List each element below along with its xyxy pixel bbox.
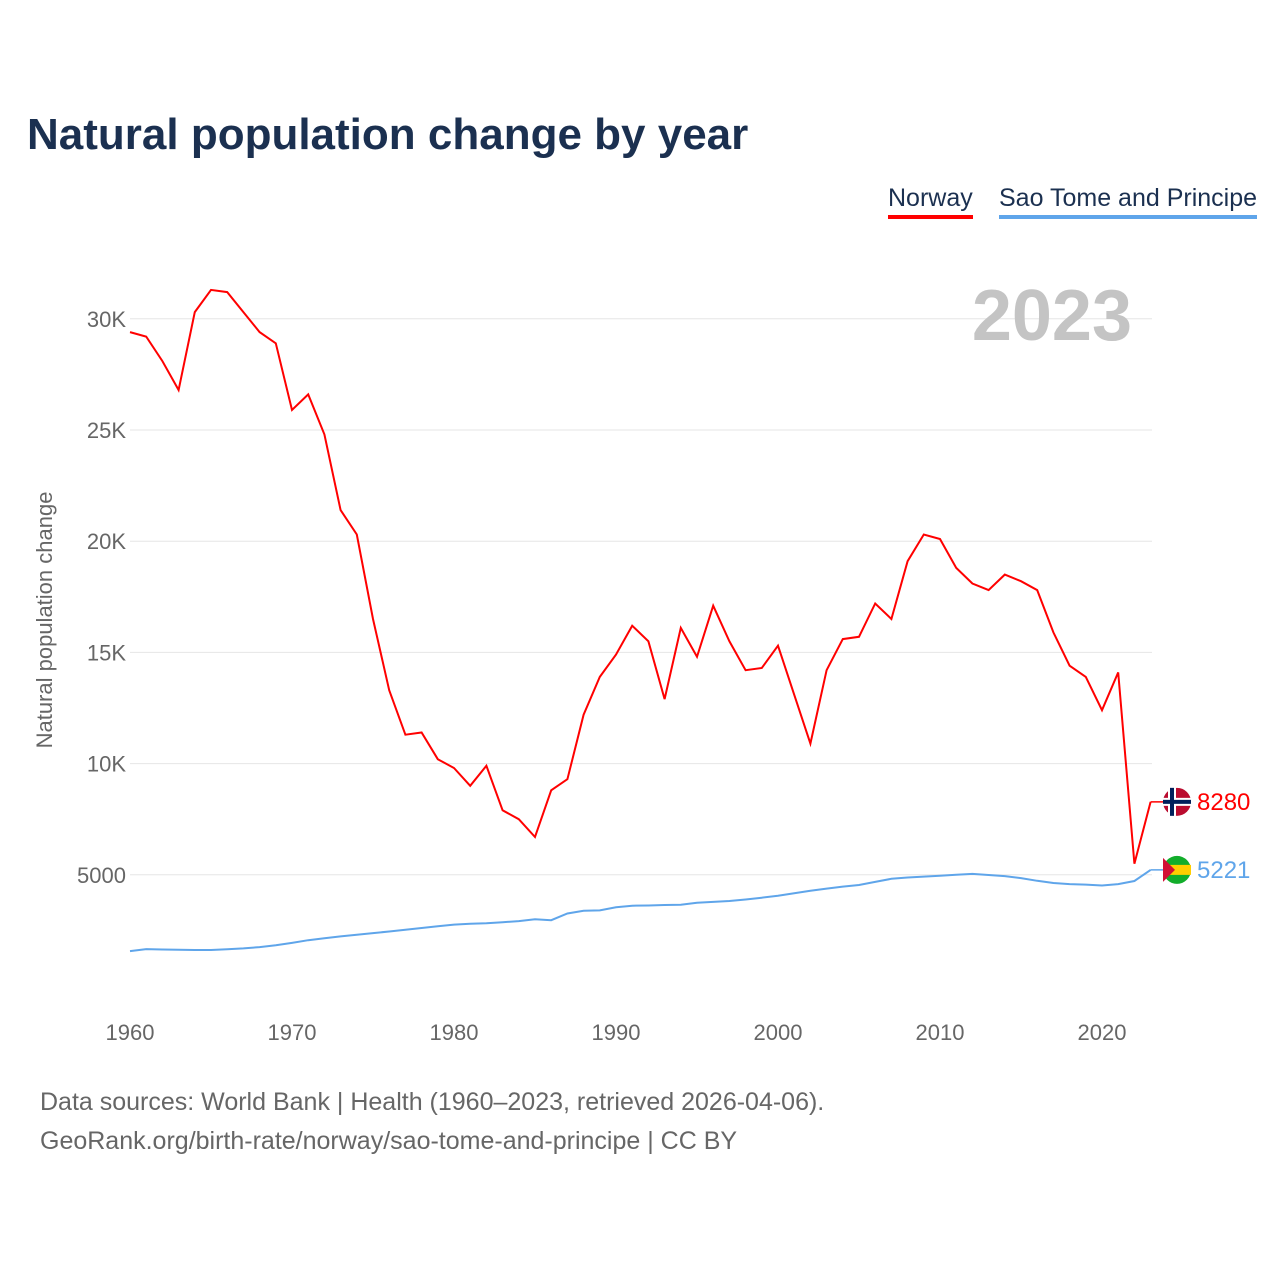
year-label: 2023	[972, 276, 1132, 356]
y-tick-label: 15K	[87, 640, 126, 665]
norway-flag-cross	[1163, 799, 1191, 804]
y-axis-label: Natural population change	[32, 492, 57, 749]
legend-sao-tome-and-principe[interactable]: Sao Tome and Principe	[999, 184, 1258, 219]
end-value-label: 5221	[1197, 857, 1250, 884]
y-tick-label: 30K	[87, 307, 126, 332]
y-tick-label: 10K	[87, 752, 126, 777]
sao-tome-flag-stripe	[1163, 864, 1191, 875]
chart-title: Natural population change by year	[27, 110, 749, 159]
x-tick-label: 1980	[430, 1020, 479, 1045]
x-tick-label: 1970	[268, 1020, 317, 1045]
x-tick-label: 2000	[754, 1020, 803, 1045]
y-tick-label: 25K	[87, 418, 126, 443]
x-tick-label: 1990	[592, 1020, 641, 1045]
end-value-label: 8280	[1197, 789, 1250, 816]
y-tick-label: 20K	[87, 529, 126, 554]
x-tick-label: 1960	[106, 1020, 155, 1045]
source-link[interactable]: GeoRank.org/birth-rate/norway/sao-tome-a…	[40, 1127, 738, 1155]
norway-flag-cross	[1170, 787, 1174, 816]
series-line-norway	[129, 288, 1152, 864]
x-tick-label: 2010	[916, 1020, 965, 1045]
sao-tome-flag-triangle	[1163, 857, 1175, 882]
source-note: Data sources: World Bank | Health (1960–…	[40, 1088, 825, 1116]
x-tick-label: 2020	[1078, 1020, 1127, 1045]
series-line-sao-tome	[129, 869, 1152, 953]
y-tick-label: 5000	[77, 863, 126, 888]
legend-norway[interactable]: Norway	[888, 184, 973, 219]
